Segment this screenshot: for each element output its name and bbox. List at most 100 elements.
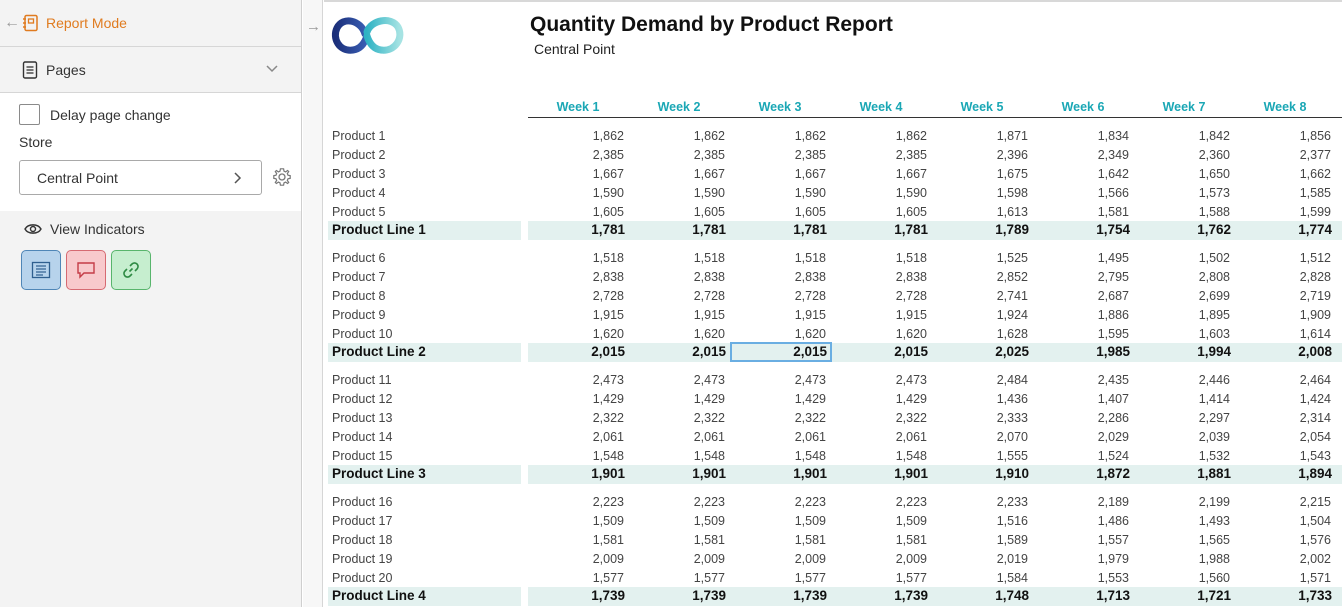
total-cell[interactable]: 1,994 bbox=[1197, 344, 1231, 359]
table-cell[interactable]: 1,667 bbox=[895, 167, 927, 181]
table-cell[interactable]: 1,915 bbox=[794, 308, 826, 322]
table-cell[interactable]: 2,286 bbox=[1097, 411, 1129, 425]
table-cell[interactable]: 1,429 bbox=[794, 392, 826, 406]
table-cell[interactable]: 2,223 bbox=[794, 495, 826, 509]
table-cell[interactable]: 1,565 bbox=[1198, 533, 1230, 547]
table-cell[interactable]: 2,719 bbox=[1299, 289, 1331, 303]
table-cell[interactable]: 2,473 bbox=[895, 373, 927, 387]
table-cell[interactable]: 1,590 bbox=[895, 186, 927, 200]
table-cell[interactable]: 1,667 bbox=[794, 167, 826, 181]
table-cell[interactable]: 2,377 bbox=[1299, 148, 1331, 162]
total-cell[interactable]: 1,985 bbox=[1096, 344, 1130, 359]
table-cell[interactable]: 1,915 bbox=[592, 308, 624, 322]
table-cell[interactable]: 2,061 bbox=[693, 430, 725, 444]
table-cell[interactable]: 2,002 bbox=[1299, 552, 1331, 566]
table-cell[interactable]: 2,054 bbox=[1299, 430, 1331, 444]
total-cell[interactable]: 1,781 bbox=[793, 222, 827, 237]
table-cell[interactable]: 2,838 bbox=[592, 270, 624, 284]
delay-page-change-checkbox[interactable] bbox=[19, 104, 40, 125]
table-cell[interactable]: 2,473 bbox=[794, 373, 826, 387]
table-cell[interactable]: 1,598 bbox=[996, 186, 1028, 200]
table-cell[interactable]: 1,576 bbox=[1299, 533, 1331, 547]
total-cell[interactable]: 1,721 bbox=[1197, 588, 1231, 603]
table-cell[interactable]: 2,223 bbox=[895, 495, 927, 509]
comments-indicator-button[interactable] bbox=[66, 250, 106, 290]
table-cell[interactable]: 1,509 bbox=[895, 514, 927, 528]
table-cell[interactable]: 1,588 bbox=[1198, 205, 1230, 219]
total-cell[interactable]: 1,774 bbox=[1298, 222, 1332, 237]
table-cell[interactable]: 1,555 bbox=[996, 449, 1028, 463]
table-cell[interactable]: 1,429 bbox=[592, 392, 624, 406]
total-cell[interactable]: 1,872 bbox=[1096, 466, 1130, 481]
table-cell[interactable]: 1,667 bbox=[693, 167, 725, 181]
table-cell[interactable]: 2,396 bbox=[996, 148, 1028, 162]
table-cell[interactable]: 1,566 bbox=[1097, 186, 1129, 200]
total-cell[interactable]: 2,008 bbox=[1298, 344, 1332, 359]
table-cell[interactable]: 1,424 bbox=[1299, 392, 1331, 406]
table-cell[interactable]: 2,029 bbox=[1097, 430, 1129, 444]
table-cell[interactable]: 1,548 bbox=[693, 449, 725, 463]
table-cell[interactable]: 2,385 bbox=[895, 148, 927, 162]
table-cell[interactable]: 2,699 bbox=[1198, 289, 1230, 303]
table-cell[interactable]: 2,473 bbox=[592, 373, 624, 387]
table-cell[interactable]: 1,675 bbox=[996, 167, 1028, 181]
table-cell[interactable]: 2,009 bbox=[693, 552, 725, 566]
table-cell[interactable]: 1,557 bbox=[1097, 533, 1129, 547]
total-cell[interactable]: 2,015 bbox=[793, 344, 827, 359]
table-cell[interactable]: 2,223 bbox=[592, 495, 624, 509]
table-cell[interactable]: 1,667 bbox=[592, 167, 624, 181]
total-cell[interactable]: 1,713 bbox=[1096, 588, 1130, 603]
table-cell[interactable]: 1,605 bbox=[693, 205, 725, 219]
table-cell[interactable]: 2,385 bbox=[592, 148, 624, 162]
table-cell[interactable]: 1,862 bbox=[693, 129, 725, 143]
table-cell[interactable]: 2,061 bbox=[592, 430, 624, 444]
table-cell[interactable]: 1,509 bbox=[592, 514, 624, 528]
table-cell[interactable]: 1,548 bbox=[794, 449, 826, 463]
table-cell[interactable]: 1,573 bbox=[1198, 186, 1230, 200]
table-cell[interactable]: 1,614 bbox=[1299, 327, 1331, 341]
table-cell[interactable]: 1,590 bbox=[794, 186, 826, 200]
table-cell[interactable]: 1,909 bbox=[1299, 308, 1331, 322]
table-cell[interactable]: 1,493 bbox=[1198, 514, 1230, 528]
table-cell[interactable]: 1,590 bbox=[693, 186, 725, 200]
table-cell[interactable]: 1,560 bbox=[1198, 571, 1230, 585]
total-cell[interactable]: 2,015 bbox=[591, 344, 625, 359]
table-cell[interactable]: 1,577 bbox=[895, 571, 927, 585]
total-cell[interactable]: 1,739 bbox=[894, 588, 928, 603]
table-cell[interactable]: 1,581 bbox=[794, 533, 826, 547]
week-header[interactable]: Week 8 bbox=[1263, 100, 1307, 114]
table-cell[interactable]: 1,620 bbox=[895, 327, 927, 341]
table-cell[interactable]: 1,577 bbox=[592, 571, 624, 585]
table-cell[interactable]: 1,553 bbox=[1097, 571, 1129, 585]
table-cell[interactable]: 1,662 bbox=[1299, 167, 1331, 181]
table-cell[interactable]: 2,322 bbox=[592, 411, 624, 425]
table-cell[interactable]: 2,070 bbox=[996, 430, 1028, 444]
week-header[interactable]: Week 2 bbox=[657, 100, 701, 114]
table-cell[interactable]: 2,446 bbox=[1198, 373, 1230, 387]
table-cell[interactable]: 2,838 bbox=[895, 270, 927, 284]
table-cell[interactable]: 2,484 bbox=[996, 373, 1028, 387]
table-cell[interactable]: 1,628 bbox=[996, 327, 1028, 341]
total-cell[interactable]: 1,733 bbox=[1298, 588, 1332, 603]
table-cell[interactable]: 2,215 bbox=[1299, 495, 1331, 509]
table-cell[interactable]: 2,728 bbox=[895, 289, 927, 303]
table-cell[interactable]: 1,516 bbox=[996, 514, 1028, 528]
table-cell[interactable]: 1,842 bbox=[1198, 129, 1230, 143]
chevron-down-icon[interactable] bbox=[265, 62, 279, 76]
back-arrow-icon[interactable]: ← bbox=[4, 14, 20, 31]
table-cell[interactable]: 2,385 bbox=[794, 148, 826, 162]
total-cell[interactable]: 1,789 bbox=[995, 222, 1029, 237]
table-cell[interactable]: 2,322 bbox=[895, 411, 927, 425]
total-cell[interactable]: 1,781 bbox=[692, 222, 726, 237]
total-cell[interactable]: 1,739 bbox=[692, 588, 726, 603]
table-cell[interactable]: 1,512 bbox=[1299, 251, 1331, 265]
table-cell[interactable]: 1,518 bbox=[693, 251, 725, 265]
table-cell[interactable]: 1,581 bbox=[693, 533, 725, 547]
table-cell[interactable]: 1,979 bbox=[1097, 552, 1129, 566]
total-cell[interactable]: 1,748 bbox=[995, 588, 1029, 603]
table-cell[interactable]: 1,862 bbox=[895, 129, 927, 143]
table-cell[interactable]: 2,189 bbox=[1097, 495, 1129, 509]
table-cell[interactable]: 2,435 bbox=[1097, 373, 1129, 387]
table-cell[interactable]: 1,504 bbox=[1299, 514, 1331, 528]
total-cell[interactable]: 1,910 bbox=[995, 466, 1029, 481]
